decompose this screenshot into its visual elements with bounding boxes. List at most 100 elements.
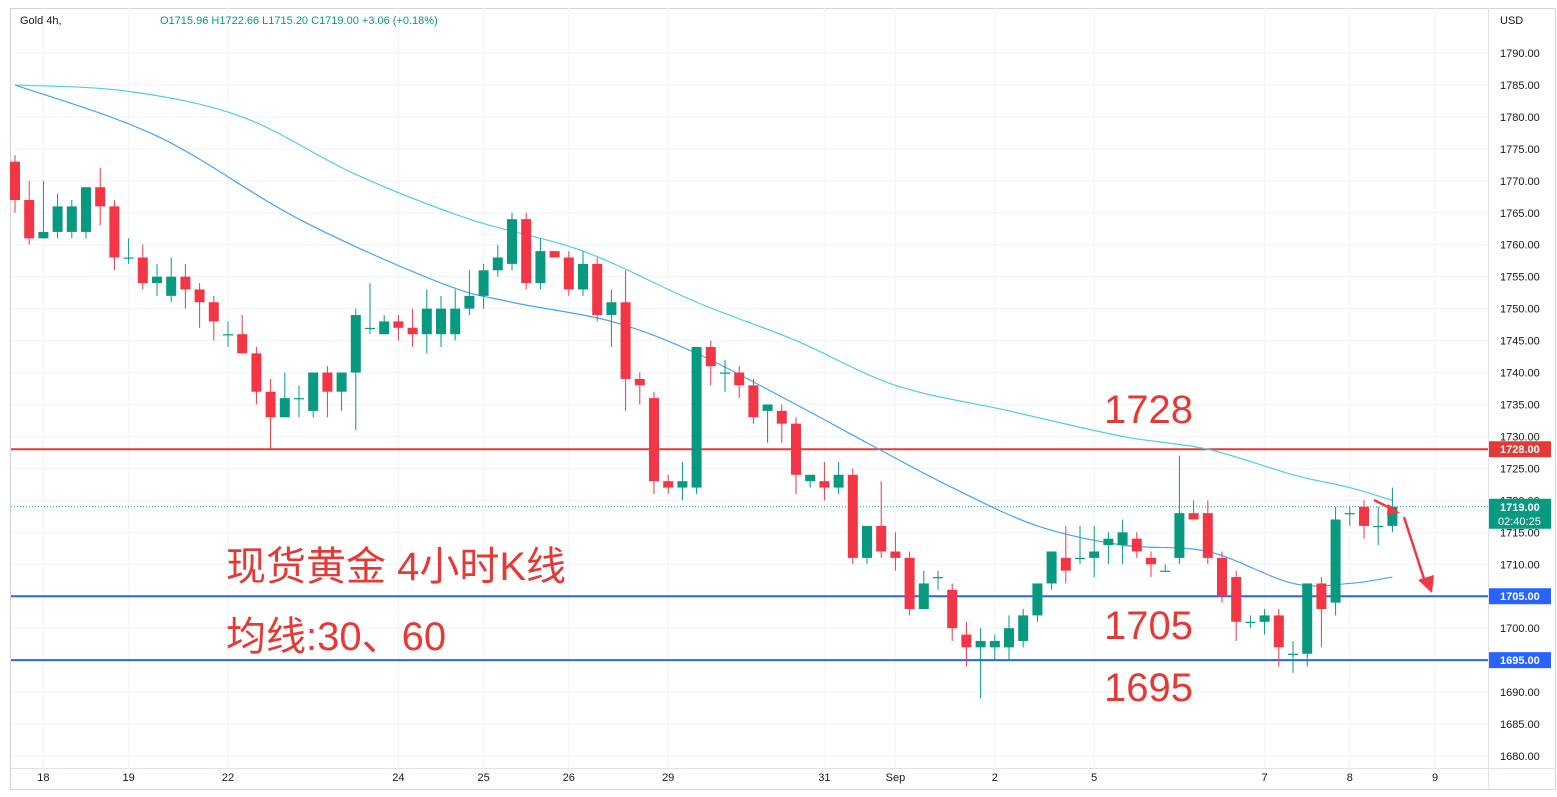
candle-body (1188, 513, 1199, 520)
forecast-arrow-1-head (1387, 504, 1400, 515)
candle-body (1160, 570, 1171, 572)
candle-body (1245, 621, 1256, 623)
candle-body (407, 327, 418, 335)
y-tick-label: 1725.00 (1500, 463, 1540, 475)
price-badge-resistance-bg (1489, 441, 1551, 458)
x-tick-label: 8 (1347, 772, 1353, 784)
candle-body (464, 295, 475, 309)
candle-body (1146, 557, 1156, 565)
candle-body (578, 263, 588, 290)
candle-body (1387, 506, 1398, 526)
y-tick-label: 1755.00 (1500, 272, 1540, 284)
candle-body (592, 263, 603, 316)
candle-body (123, 257, 134, 259)
candle-body (166, 276, 177, 296)
price-badge-support-1695-text: 1695.00 (1500, 655, 1540, 667)
price-badge-support-1695-bg (1489, 652, 1551, 669)
candle-body (1344, 513, 1355, 515)
candle-body (450, 308, 461, 335)
candle-body (1075, 557, 1085, 560)
candle-body (620, 302, 631, 379)
price-badge-resistance: 1728.00 (1489, 441, 1551, 458)
candle-body (421, 308, 432, 335)
price-badge-last: 1719.00 (1489, 498, 1551, 529)
candle-body (492, 257, 503, 271)
candle-body (549, 251, 560, 258)
candle-body (308, 372, 319, 411)
candle-body (223, 334, 233, 336)
candle-body (535, 251, 546, 284)
x-tick-label: 22 (222, 772, 234, 784)
candle-body (436, 308, 446, 335)
ohlc-readout: O1715.96 H1722.66 L1715.20 C1719.00 +3.0… (160, 15, 438, 27)
candle-body (904, 557, 915, 610)
y-tick-label: 1765.00 (1500, 208, 1540, 220)
candle-body (1117, 532, 1128, 546)
candle-body (1288, 653, 1298, 655)
candle-body (350, 315, 361, 373)
candle-body (947, 589, 958, 629)
candle-body (152, 276, 162, 284)
candle-body (691, 346, 702, 488)
y-tick-label: 1790.00 (1500, 48, 1540, 60)
candle-body (1359, 506, 1369, 526)
candle-body (563, 257, 574, 290)
candle-body (208, 302, 219, 322)
candle-body (833, 474, 844, 488)
x-tick-label: 5 (1091, 772, 1097, 784)
candle-body (1273, 615, 1284, 648)
candle-body (1032, 583, 1043, 616)
x-tick-label: 26 (563, 772, 575, 784)
price-badge-support-1705-text: 1705.00 (1500, 591, 1540, 603)
candle-body (109, 206, 120, 258)
y-tick-label: 1775.00 (1500, 144, 1540, 156)
x-tick-label: 9 (1432, 772, 1438, 784)
candle-body (1060, 557, 1071, 571)
annotation-title: 现货黄金 4小时K线 (226, 545, 567, 589)
candle-body (24, 199, 35, 239)
x-tick-label: 2 (992, 772, 998, 784)
y-tick-label: 1710.00 (1500, 559, 1540, 571)
candle-body (1217, 557, 1227, 597)
forecast-arrow-2 (1402, 516, 1428, 586)
candle-body (1103, 538, 1114, 546)
annotation-ma-periods: 均线:30、60 (226, 615, 447, 659)
y-tick-label: 1760.00 (1500, 240, 1540, 252)
candle-body (933, 577, 943, 579)
price-badge-resistance-text: 1728.00 (1500, 444, 1540, 456)
candle-body (1018, 615, 1029, 641)
price-badge-last-text: 1719.00 (1500, 502, 1540, 514)
candle-body (1131, 538, 1142, 552)
close-value: C1719.00 (311, 15, 359, 27)
annotation-support-1705: 1705 (1104, 604, 1193, 648)
y-tick-label: 1690.00 (1500, 687, 1540, 699)
candle-body (776, 410, 787, 424)
x-tick-label: Sep (886, 772, 906, 784)
candle-body (918, 583, 929, 610)
candle-body (961, 634, 972, 648)
symbol-label: Gold 4h, (20, 15, 62, 27)
y-tick-label: 1700.00 (1500, 623, 1540, 635)
candle-body (365, 327, 375, 330)
annotation-resistance: 1728 (1104, 388, 1193, 432)
candle-body (705, 346, 716, 367)
x-tick-label: 19 (122, 772, 134, 784)
candle-body (393, 321, 404, 328)
candle-body (734, 372, 745, 386)
candle-body (322, 372, 333, 392)
moving-average-ma60 (14, 84, 1393, 501)
candle-body (1330, 519, 1341, 603)
currency-label: USD (1500, 15, 1524, 27)
y-tick-label: 1685.00 (1500, 719, 1540, 731)
candle-body (1202, 513, 1213, 558)
candle-body (379, 321, 390, 335)
candle-body (876, 525, 887, 552)
candle-body (1316, 583, 1327, 610)
price-badge-last-bg (1489, 498, 1551, 529)
candle-body (862, 525, 872, 558)
y-tick-label: 1730.00 (1500, 431, 1540, 443)
candle-body (1373, 525, 1384, 528)
candle-body (194, 289, 205, 303)
